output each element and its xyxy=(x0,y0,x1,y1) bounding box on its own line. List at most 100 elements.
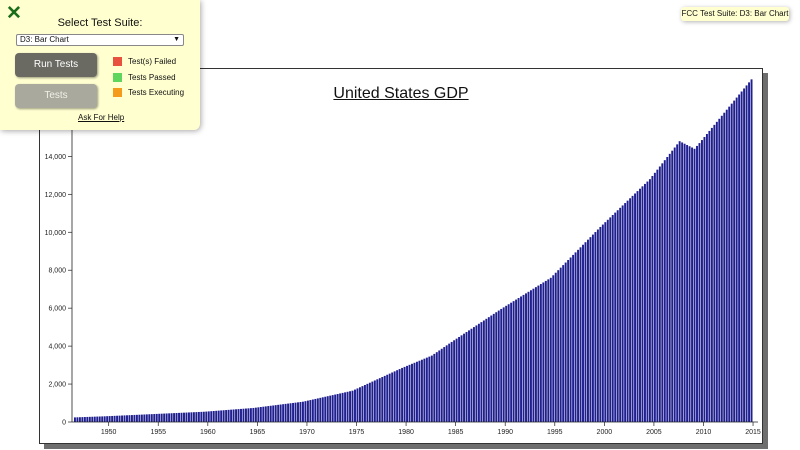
gdp-bar xyxy=(730,103,733,422)
x-tick-label: 2010 xyxy=(696,429,712,436)
gdp-bar xyxy=(594,232,597,422)
gdp-bar xyxy=(425,357,428,422)
gdp-bar xyxy=(344,392,347,422)
gdp-bar xyxy=(522,294,525,422)
run-tests-button[interactable]: Run Tests xyxy=(15,53,97,77)
gdp-bar xyxy=(126,415,128,422)
gdp-bar xyxy=(76,417,79,422)
gdp-bar xyxy=(547,279,550,422)
gdp-bar xyxy=(212,411,215,422)
gdp-bar xyxy=(596,229,599,422)
gdp-bar xyxy=(673,147,676,422)
gdp-bar xyxy=(634,193,637,422)
gdp-bar xyxy=(520,296,523,422)
gdp-bar xyxy=(232,409,235,422)
executing-swatch xyxy=(113,88,122,98)
gdp-bar xyxy=(480,322,483,422)
gdp-bar xyxy=(133,414,136,422)
y-tick-label: 14,000 xyxy=(45,154,67,161)
gdp-bar xyxy=(557,270,560,422)
gdp-bar xyxy=(242,408,245,422)
chart-container: 1950 1955 1960 1965 1970 1975 1980 1985 1990 1995… xyxy=(39,68,763,444)
gdp-bar xyxy=(614,212,617,422)
gdp-bar xyxy=(78,417,81,422)
gdp-bar xyxy=(376,379,379,422)
gdp-bar xyxy=(383,375,386,422)
gdp-bar xyxy=(378,378,381,422)
gdp-bar xyxy=(619,207,622,422)
gdp-bar xyxy=(435,352,438,422)
gdp-bar xyxy=(433,353,436,422)
gdp-bar xyxy=(299,402,302,422)
gdp-bar xyxy=(118,415,121,422)
gdp-bar xyxy=(505,305,508,422)
close-icon[interactable]: ✕ xyxy=(6,3,22,24)
gdp-bar xyxy=(656,169,659,422)
gdp-bar xyxy=(346,391,349,422)
gdp-bar xyxy=(651,175,654,422)
gdp-bar xyxy=(319,397,322,422)
gdp-bar xyxy=(517,298,520,422)
gdp-bar xyxy=(636,191,639,422)
gdp-bar xyxy=(572,254,575,422)
x-axis: 1950 1955 1960 1965 1970 1975 1980 1985 1990 1995… xyxy=(72,421,761,436)
ask-for-help-link[interactable]: Ask For Help xyxy=(78,113,125,122)
gdp-bar xyxy=(173,413,176,422)
gdp-bar xyxy=(529,290,532,422)
gdp-bar xyxy=(475,325,478,422)
gdp-bar xyxy=(621,205,624,422)
gdp-bar xyxy=(671,150,674,422)
gdp-bar xyxy=(532,288,535,422)
gdp-bar xyxy=(287,403,290,422)
gdp-bar xyxy=(247,408,250,422)
gdp-bar xyxy=(626,200,629,422)
gdp-bar xyxy=(688,146,691,422)
gdp-bar xyxy=(321,397,324,422)
gdp-bar xyxy=(113,415,116,422)
gdp-bar xyxy=(663,160,666,423)
gdp-bar xyxy=(668,153,671,422)
gdp-bar xyxy=(472,327,475,422)
gdp-bar xyxy=(601,224,604,422)
gdp-bar xyxy=(128,415,131,422)
gdp-bar xyxy=(386,374,389,422)
gdp-bar xyxy=(420,359,423,422)
gdp-bar xyxy=(195,412,198,422)
legend-failed: Test(s) Failed xyxy=(113,57,176,67)
gdp-bar xyxy=(289,403,292,422)
gdp-bar xyxy=(106,416,109,422)
gdp-bar xyxy=(725,109,728,422)
gdp-bar xyxy=(470,328,473,422)
gdp-bar xyxy=(155,413,158,422)
gdp-bar xyxy=(539,284,542,422)
gdp-bar xyxy=(552,275,555,422)
gdp-bar xyxy=(510,302,513,422)
gdp-bar xyxy=(549,277,552,422)
gdp-bar xyxy=(497,310,500,422)
legend-passed: Tests Passed xyxy=(113,73,176,83)
gdp-bar xyxy=(574,252,577,422)
gdp-bar xyxy=(262,406,265,422)
gdp-bar xyxy=(713,124,716,422)
gdp-bar xyxy=(534,287,537,422)
gdp-bar xyxy=(691,147,694,422)
gdp-bar xyxy=(381,377,384,422)
gdp-bar xyxy=(611,215,614,422)
gdp-bar xyxy=(91,416,94,422)
gdp-bar xyxy=(267,406,270,422)
gdp-bar xyxy=(693,148,696,422)
gdp-bar xyxy=(339,393,342,422)
x-tick-label: 2005 xyxy=(646,429,662,436)
gdp-bar xyxy=(138,414,141,422)
gdp-bar xyxy=(88,416,91,422)
gdp-bar xyxy=(86,416,89,422)
gdp-bar xyxy=(701,140,703,422)
gdp-bar xyxy=(341,392,344,422)
gdp-bar xyxy=(135,414,138,422)
test-suite-select[interactable]: D3: Bar Chart ▼ xyxy=(16,34,184,46)
gdp-bar xyxy=(150,414,153,422)
gdp-bar xyxy=(735,97,738,422)
tests-button[interactable]: Tests xyxy=(15,84,97,108)
gdp-bar xyxy=(297,402,299,422)
gdp-bar xyxy=(460,335,463,422)
